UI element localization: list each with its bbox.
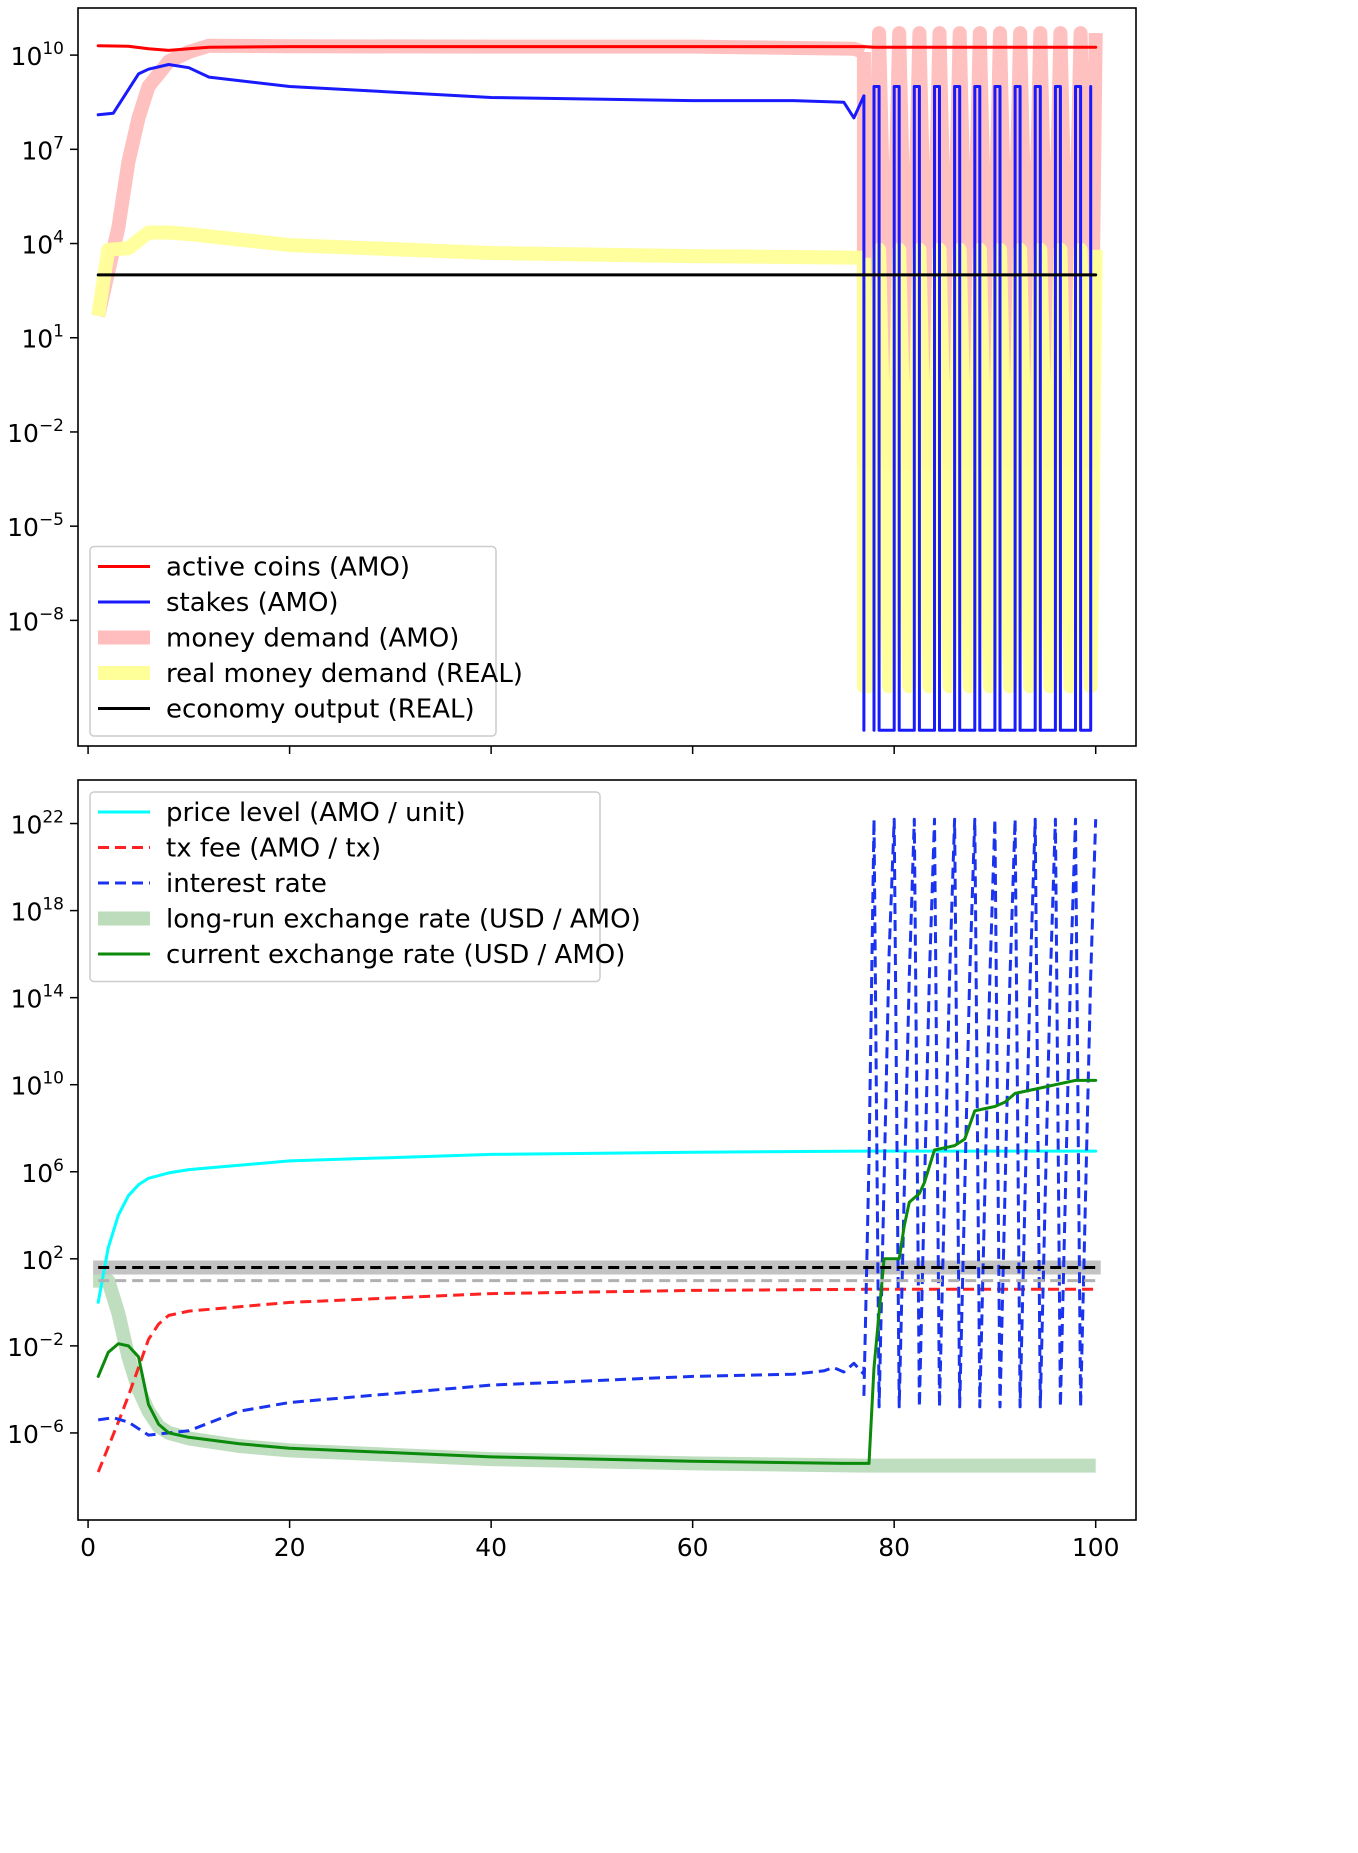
- y-tick-label: 10−2: [7, 1330, 64, 1362]
- y-tick-label: 1022: [11, 808, 64, 840]
- legend: active coins (AMO) stakes (AMO) money dema…: [89, 545, 523, 737]
- axes-frame: [77, 779, 1137, 1521]
- legend-frame: [89, 791, 601, 983]
- series-line-long-run-exchange-rate-usd-amo-seg-0: [93, 1273, 1096, 1473]
- series-line-real-money-demand-real-seg-0: [91, 225, 864, 317]
- plot-area: [93, 817, 1101, 1473]
- legend-frame: [89, 545, 497, 737]
- y-tick-label: 1014: [11, 982, 64, 1014]
- chart-panel-1: 1010 107 104 101 10−2 10−5 10−8 active coins (A…: [7, 7, 1137, 754]
- legend-label: tx fee (AMO / tx): [166, 834, 381, 864]
- series-line-interest-rate-seg-1: [862, 817, 1098, 1409]
- y-tick-label: 10−6: [7, 1417, 64, 1449]
- legend-label: current exchange rate (USD / AMO): [166, 940, 625, 970]
- legend-label: interest rate: [166, 869, 327, 899]
- y-tick-label: 101: [21, 322, 64, 354]
- y-tick-label: 10−2: [7, 416, 64, 448]
- series-line-interest-rate-seg-0: [97, 1361, 866, 1437]
- y-tick-label: 1018: [11, 895, 64, 927]
- series-line-stakes-amo-seg-0: [96, 63, 866, 120]
- series-line-tx-fee-amo-tx-seg-0: [96, 1287, 1096, 1473]
- legend-label: money demand (AMO): [166, 624, 459, 654]
- chart-panel-2: 1022 1018 1014 1010 106 102 10−2 10−6 0 20 40 60 80 1…: [7, 779, 1137, 1562]
- legend-label: real money demand (REAL): [166, 659, 523, 689]
- x-tick-label: 40: [475, 1533, 507, 1562]
- series-line-active-coins-amo-seg-0: [96, 44, 1098, 52]
- y-tick-label: 1010: [11, 39, 64, 71]
- y-tick-label: 1010: [11, 1069, 64, 1101]
- series-line-stakes-amo-seg-2: [872, 85, 1093, 732]
- y-tick-label: 104: [21, 228, 64, 260]
- y-tick-label: 102: [21, 1243, 64, 1275]
- x-tick-label: 20: [274, 1533, 306, 1562]
- series-line-current-exchange-rate-usd-amo-seg-0: [96, 1078, 1098, 1465]
- x-tick-label: 60: [677, 1533, 709, 1562]
- y-tick-label: 107: [21, 133, 64, 165]
- y-tick-label: 10−5: [7, 510, 64, 542]
- legend-label: economy output (REAL): [166, 695, 475, 725]
- legend-label: long-run exchange rate (USD / AMO): [166, 905, 641, 935]
- legend: price level (AMO / unit) tx fee (AMO / tx…: [89, 791, 641, 983]
- legend-label: price level (AMO / unit): [166, 798, 466, 828]
- legend-label: active coins (AMO): [166, 553, 410, 583]
- x-tick-label: 0: [80, 1533, 96, 1562]
- y-tick-label: 10−8: [7, 604, 64, 636]
- x-tick-label: 80: [878, 1533, 910, 1562]
- plot-area: [91, 26, 1103, 732]
- x-tick-label: 100: [1072, 1533, 1120, 1562]
- legend-label: stakes (AMO): [166, 588, 339, 618]
- axes-frame: [77, 7, 1137, 747]
- y-tick-label: 106: [21, 1156, 64, 1188]
- series-line-price-level-amo-unit-seg-0: [96, 1149, 1098, 1304]
